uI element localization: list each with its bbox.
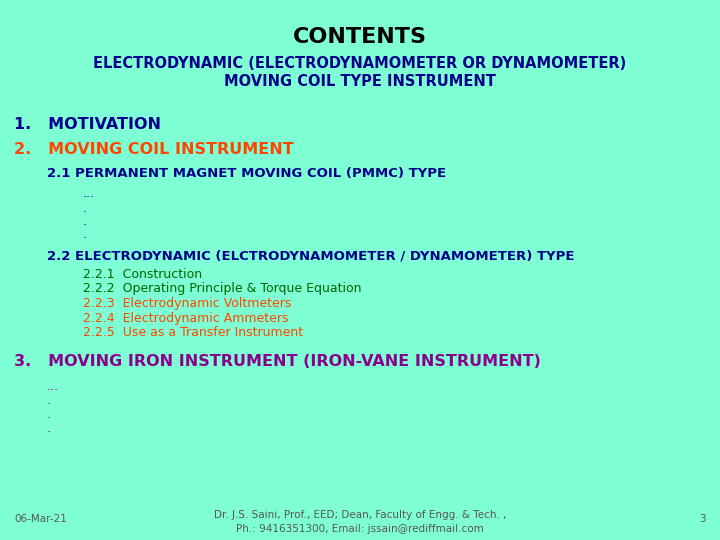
Text: 1.   MOTIVATION: 1. MOTIVATION	[14, 117, 161, 132]
Text: .: .	[83, 202, 87, 215]
Text: 06-Mar-21: 06-Mar-21	[14, 515, 67, 524]
Text: .: .	[83, 228, 87, 241]
Text: 3: 3	[699, 515, 706, 524]
Text: .: .	[83, 215, 87, 228]
Text: .: .	[47, 408, 51, 421]
Text: MOVING COIL TYPE INSTRUMENT: MOVING COIL TYPE INSTRUMENT	[224, 74, 496, 89]
Text: ...: ...	[83, 187, 95, 200]
Text: Dr. J.S. Saini, Prof., EED; Dean, Faculty of Engg. & Tech. ,
Ph.: 9416351300, Em: Dr. J.S. Saini, Prof., EED; Dean, Facult…	[214, 510, 506, 534]
Text: 2.   MOVING COIL INSTRUMENT: 2. MOVING COIL INSTRUMENT	[14, 141, 294, 157]
Text: 2.2.2  Operating Principle & Torque Equation: 2.2.2 Operating Principle & Torque Equat…	[83, 282, 361, 295]
Text: 2.2.1  Construction: 2.2.1 Construction	[83, 268, 202, 281]
Text: CONTENTS: CONTENTS	[293, 27, 427, 47]
Text: 2.2.3  Electrodynamic Voltmeters: 2.2.3 Electrodynamic Voltmeters	[83, 297, 291, 310]
Text: 3.   MOVING IRON INSTRUMENT (IRON-VANE INSTRUMENT): 3. MOVING IRON INSTRUMENT (IRON-VANE INS…	[14, 354, 541, 369]
Text: 2.2.4  Electrodynamic Ammeters: 2.2.4 Electrodynamic Ammeters	[83, 312, 288, 325]
Text: .: .	[47, 394, 51, 407]
Text: ...: ...	[47, 380, 59, 393]
Text: 2.1 PERMANENT MAGNET MOVING COIL (PMMC) TYPE: 2.1 PERMANENT MAGNET MOVING COIL (PMMC) …	[47, 167, 446, 180]
Text: ELECTRODYNAMIC (ELECTRODYNAMOMETER OR DYNAMOMETER): ELECTRODYNAMIC (ELECTRODYNAMOMETER OR DY…	[94, 56, 626, 71]
Text: .: .	[47, 422, 51, 435]
Text: 2.2 ELECTRODYNAMIC (ELCTRODYNAMOMETER / DYNAMOMETER) TYPE: 2.2 ELECTRODYNAMIC (ELCTRODYNAMOMETER / …	[47, 249, 575, 262]
Text: 2.2.5  Use as a Transfer Instrument: 2.2.5 Use as a Transfer Instrument	[83, 326, 303, 339]
